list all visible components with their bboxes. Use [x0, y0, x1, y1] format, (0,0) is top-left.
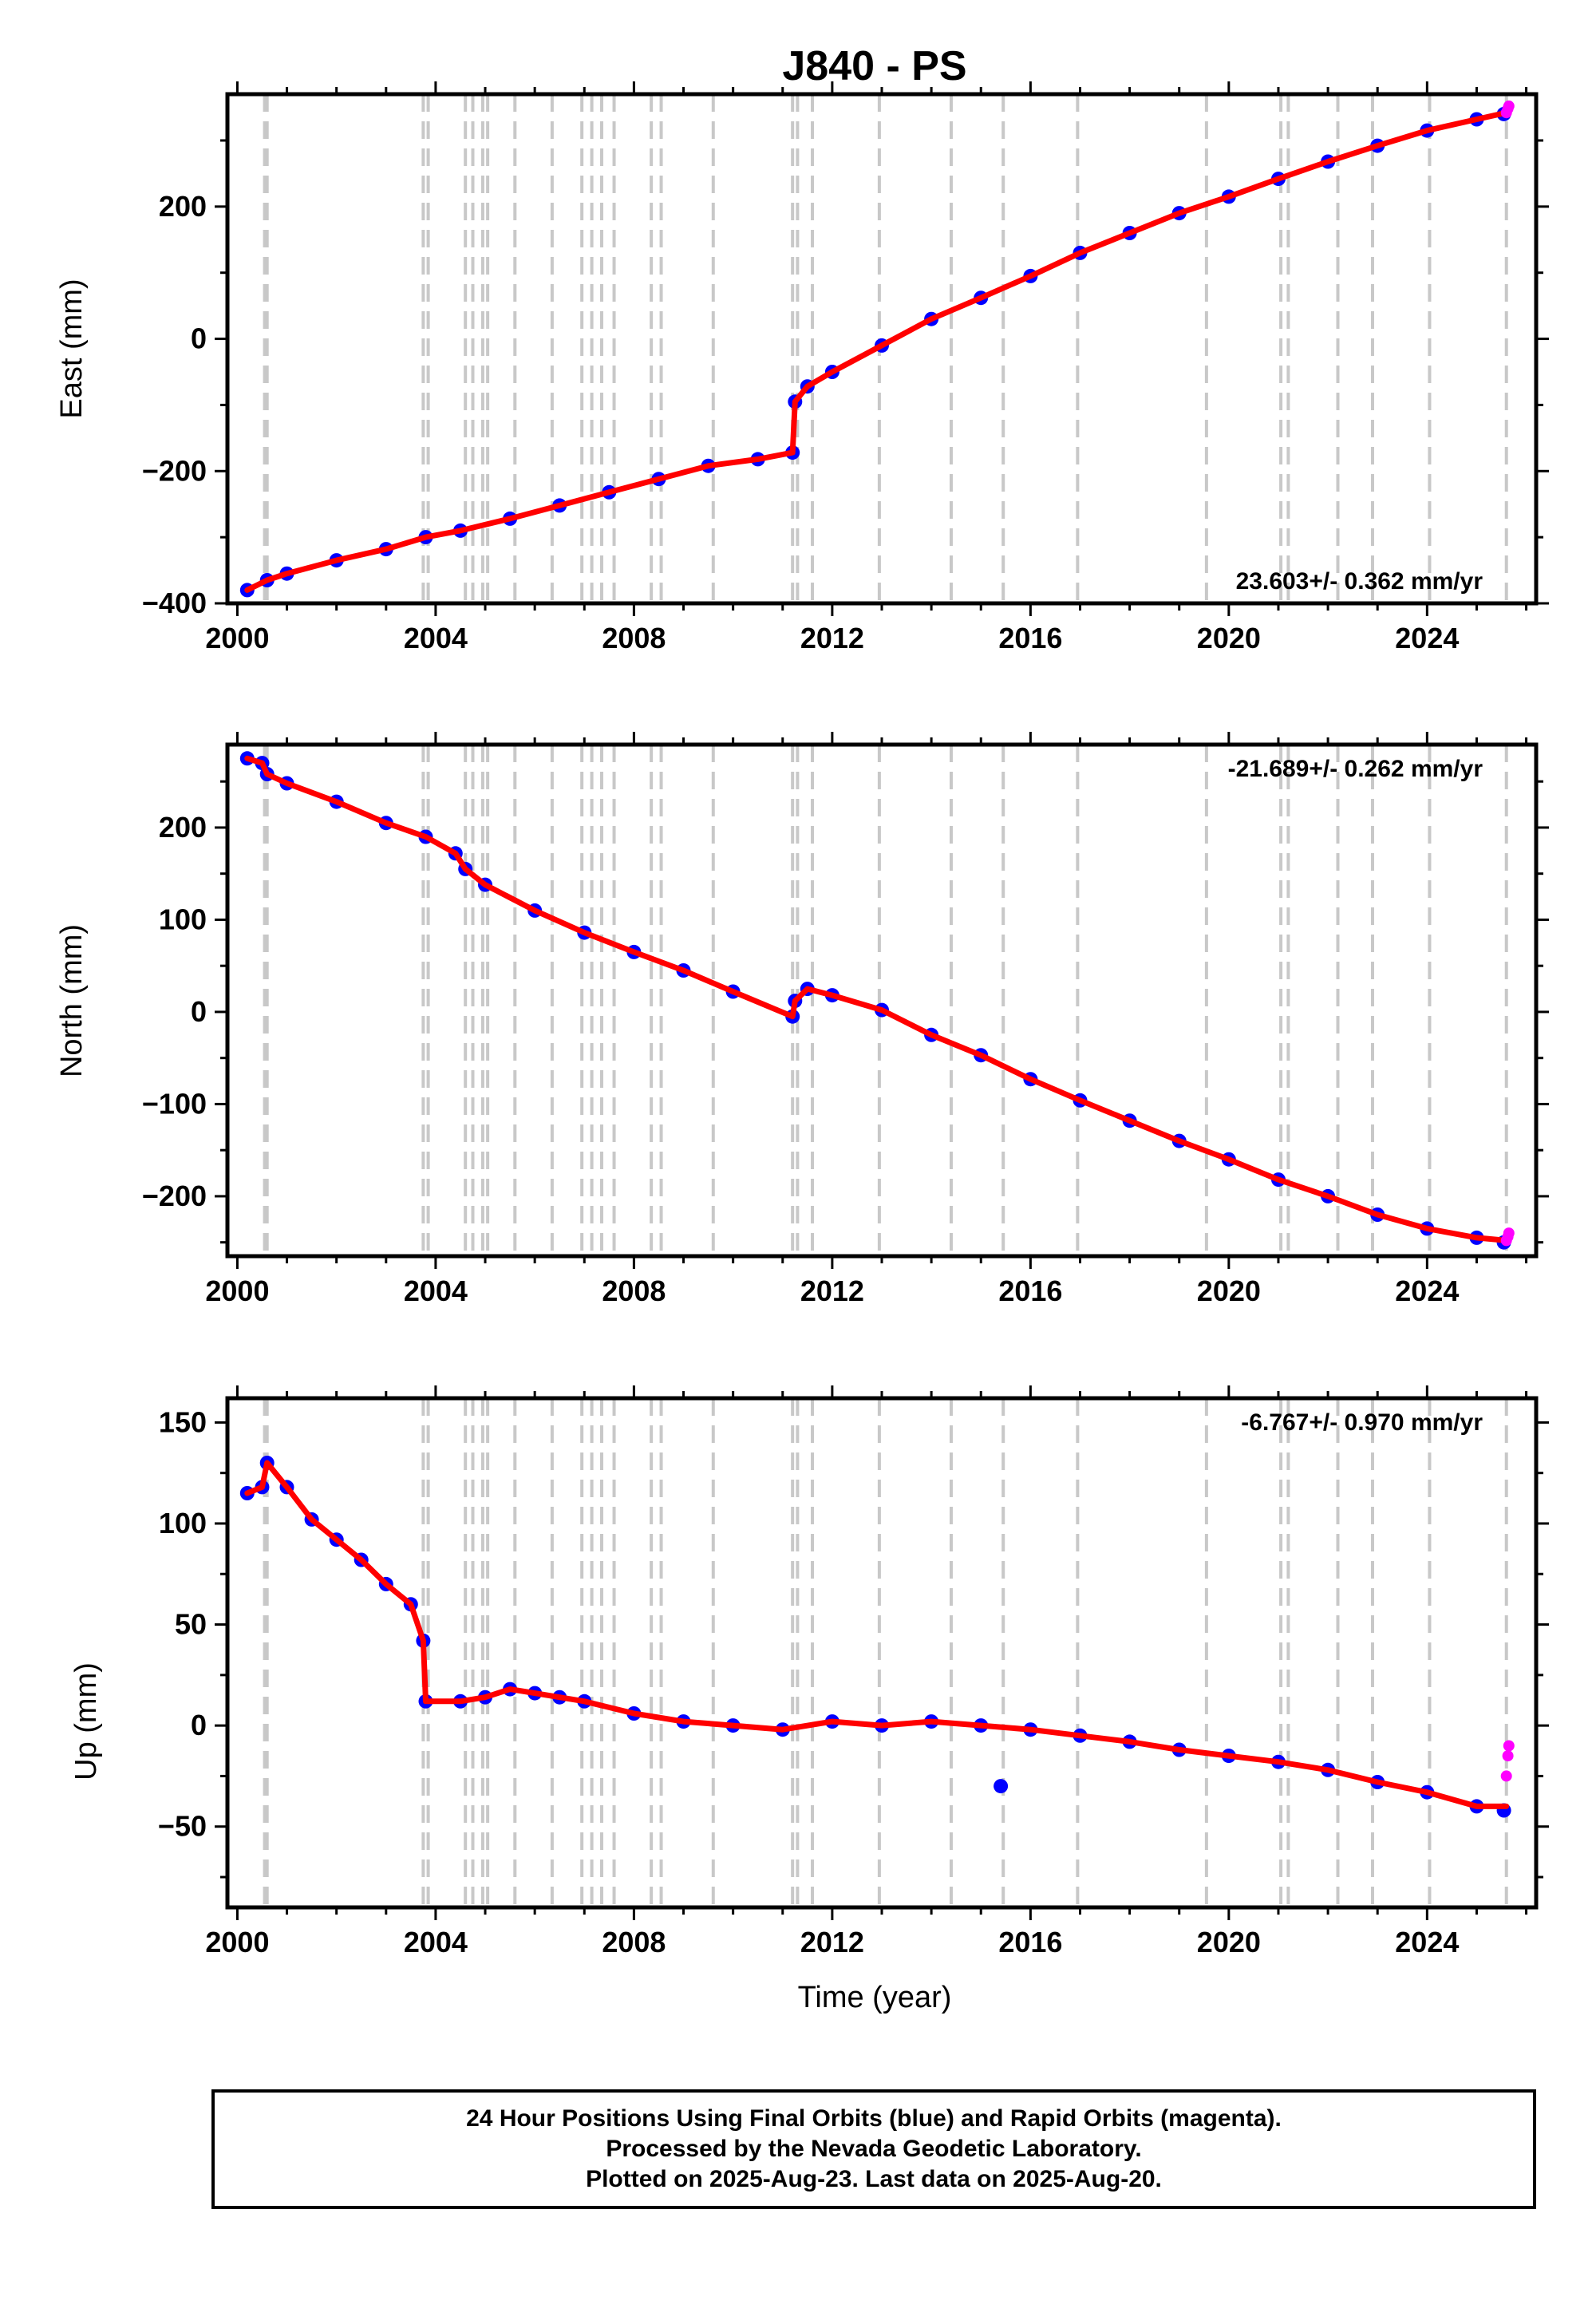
up-rapid-orbit-point	[1503, 1740, 1515, 1752]
up-x-tick-label: 2024	[1395, 1926, 1459, 1958]
east-y-tick-label: 0	[191, 322, 207, 355]
footer-info-box: 24 Hour Positions Using Final Orbits (bl…	[211, 2089, 1536, 2209]
east-x-tick-label: 2020	[1197, 622, 1261, 654]
north-y-tick-label: 100	[159, 903, 207, 935]
footer-line-1: 24 Hour Positions Using Final Orbits (bl…	[466, 2105, 1282, 2132]
panel-east: 2000 2004 2008 2012 2016 2020 2024−400−2000200…	[55, 81, 1549, 654]
east-x-tick-label: 2024	[1395, 622, 1459, 654]
footer-line-3: Plotted on 2025-Aug-23. Last data on 202…	[586, 2166, 1162, 2192]
east-x-tick-label: 2000	[205, 622, 269, 654]
east-rate-label: 23.603+/- 0.362 mm/yr	[1236, 568, 1483, 595]
north-x-tick-label: 2024	[1395, 1275, 1459, 1307]
up-x-tick-label: 2020	[1197, 1926, 1261, 1958]
east-data-layer	[239, 94, 1515, 603]
north-y-axis-label: North (mm)	[55, 924, 89, 1077]
up-model-fit-line	[244, 1460, 1510, 1809]
panel-up: 2000 2004 2008 2012 2016 2020 2024 −50 0 50 100 150…	[69, 1385, 1549, 2014]
up-y-tick-label: 50	[175, 1608, 207, 1641]
chart-title: J840 - PS	[782, 43, 966, 89]
north-x-tick-label: 2000	[205, 1275, 269, 1307]
up-x-tick-label: 2012	[800, 1926, 864, 1958]
up-y-tick-label: 150	[159, 1405, 207, 1438]
east-y-axis-label: East (mm)	[55, 279, 89, 418]
north-y-tick-label: 0	[191, 995, 207, 1028]
up-x-tick-label: 2004	[404, 1926, 468, 1958]
north-plot-area: 2000 2004 2008 2012 2016 2020 2024 −200 −100 0 100…	[142, 732, 1549, 1307]
north-rate-label: -21.689+/- 0.262 mm/yr	[1228, 756, 1483, 782]
up-x-tick-label: 2016	[998, 1926, 1062, 1958]
north-y-tick-label: −200	[142, 1180, 207, 1212]
east-x-tick-label: 2004	[404, 622, 468, 654]
north-model-fit-line	[244, 755, 1510, 1243]
up-data-layer	[239, 1398, 1515, 1907]
east-plot-area: 2000 2004 2008 2012 2016 2020 2024 −400 −200 0 200	[142, 81, 1549, 654]
north-x-tick-label: 2016	[998, 1275, 1062, 1307]
north-y-tick-label: 200	[159, 811, 207, 844]
east-rapid-orbit-point	[1503, 100, 1515, 112]
north-y-tick-label: −100	[142, 1087, 207, 1120]
east-y-tick-label: 200	[159, 190, 207, 223]
up-rapid-orbit-point	[1502, 1750, 1514, 1762]
up-y-tick-label: 100	[159, 1507, 207, 1539]
up-x-tick-label: 2008	[602, 1926, 666, 1958]
east-x-tick-label: 2008	[602, 622, 666, 654]
north-x-tick-label: 2008	[602, 1275, 666, 1307]
up-y-tick-label: 0	[191, 1709, 207, 1741]
panel-north: 2000 2004 2008 2012 2016 2020 2024 −200 −100 0 100…	[55, 732, 1549, 1307]
up-y-axis-label: Up (mm)	[69, 1662, 103, 1780]
up-rate-label: -6.767+/- 0.970 mm/yr	[1241, 1409, 1483, 1436]
east-x-tick-label: 2012	[800, 622, 864, 654]
east-y-tick-label: −400	[142, 587, 207, 619]
north-x-tick-label: 2012	[800, 1275, 864, 1307]
up-rapid-orbit-point	[1500, 1770, 1512, 1782]
up-y-tick-label: −50	[158, 1810, 207, 1843]
north-x-tick-label: 2004	[404, 1275, 468, 1307]
north-x-tick-label: 2020	[1197, 1275, 1261, 1307]
x-axis-label: Time (year)	[798, 1981, 952, 2014]
north-rapid-orbit-point	[1503, 1227, 1515, 1239]
up-final-orbit-point	[994, 1779, 1009, 1794]
footer-line-2: Processed by the Nevada Geodetic Laborat…	[606, 2136, 1142, 2162]
up-x-tick-label: 2000	[205, 1926, 269, 1958]
east-x-tick-label: 2016	[998, 622, 1062, 654]
east-model-fit-line	[244, 109, 1510, 593]
east-y-tick-label: −200	[142, 454, 207, 487]
north-data-layer	[239, 745, 1515, 1256]
up-plot-area: 2000 2004 2008 2012 2016 2020 2024 −50 0 50 100 150	[158, 1385, 1549, 1958]
